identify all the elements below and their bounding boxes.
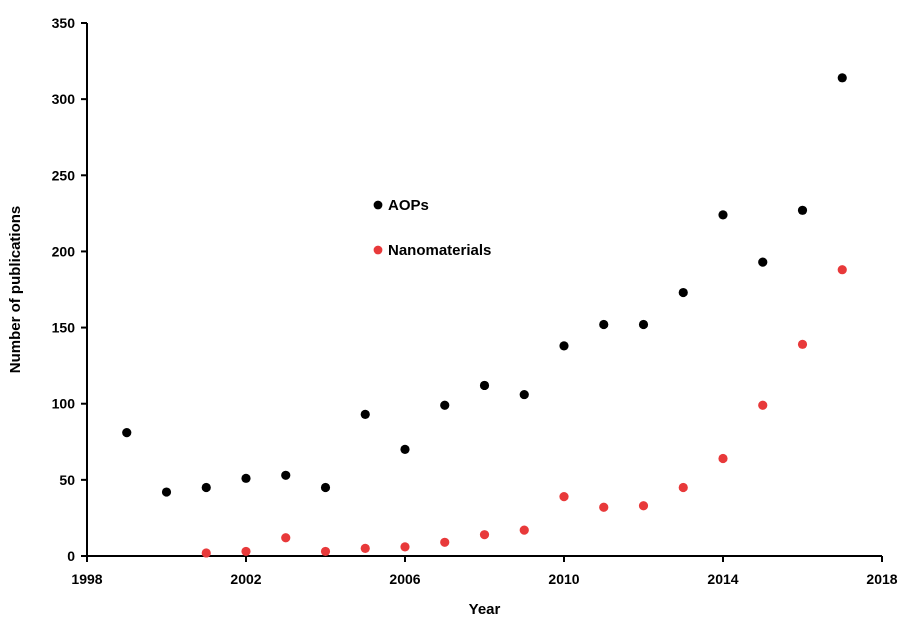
aops-point: [241, 473, 251, 483]
nanomaterials-point: [320, 546, 331, 557]
y-tick-label: 300: [52, 91, 76, 107]
x-tick-label: 2018: [866, 571, 897, 587]
nanomaterials-point: [718, 453, 728, 464]
aops-point: [797, 205, 808, 215]
x-tick-label: 2002: [230, 571, 261, 587]
nanomaterials-point: [559, 492, 569, 502]
x-tick-label: 1998: [71, 571, 102, 587]
aops-point: [320, 482, 331, 493]
nanomaterials-point: [281, 533, 291, 543]
aops-point: [837, 73, 847, 83]
aops-point: [758, 257, 768, 267]
legend-marker-aops: [373, 200, 383, 210]
x-ticks: 1998 2002 2006 2010 2014 2018: [71, 556, 898, 587]
aops-point: [519, 389, 529, 400]
x-axis-title: Year: [469, 601, 501, 618]
x-tick-label: 2010: [548, 571, 579, 587]
aops-point: [678, 287, 688, 298]
aops-point: [360, 409, 370, 419]
data-points: [122, 73, 847, 558]
aops-point: [122, 428, 132, 438]
nanomaterials-point: [599, 502, 609, 512]
aops-point: [479, 380, 490, 391]
y-tick-label: 150: [52, 320, 76, 336]
y-tick-label: 100: [52, 396, 76, 412]
y-axis-title: Number of publications: [7, 206, 24, 374]
nanomaterials-point: [241, 546, 251, 557]
legend-marker-nanomaterials: [373, 245, 383, 255]
nanomaterials-point: [440, 537, 450, 547]
y-tick-label: 0: [67, 548, 75, 564]
nanomaterials-point: [678, 482, 688, 493]
aops-point: [718, 210, 728, 220]
aops-point: [559, 341, 569, 351]
nanomaterials-point: [400, 542, 410, 552]
aops-point: [440, 400, 450, 410]
x-tick-label: 2014: [707, 571, 738, 587]
nanomaterials-point: [519, 525, 529, 535]
y-tick-label: 50: [59, 472, 75, 488]
aops-point: [400, 444, 410, 454]
legend: AOPs Nanomaterials: [373, 197, 491, 259]
y-ticks: 0 50 100 150 200 250 300 350: [52, 15, 87, 564]
nanomaterials-point: [837, 265, 847, 275]
y-tick-label: 250: [52, 167, 76, 183]
aops-point: [201, 482, 211, 493]
nanomaterials-point: [360, 543, 370, 553]
nanomaterials-point: [797, 339, 808, 349]
aops-point: [638, 319, 649, 330]
legend-label-aops: AOPs: [388, 197, 429, 214]
x-tick-label: 2006: [389, 571, 420, 587]
y-tick-label: 200: [52, 243, 76, 259]
aops-point: [281, 470, 291, 480]
nanomaterials-point: [479, 530, 490, 540]
legend-label-nanomaterials: Nanomaterials: [388, 242, 491, 259]
nanomaterials-point: [201, 548, 211, 558]
axes: [86, 23, 882, 557]
y-tick-label: 350: [52, 15, 76, 31]
nanomaterials-point: [638, 501, 649, 511]
nanomaterials-point: [758, 400, 768, 410]
aops-point: [599, 319, 609, 330]
aops-point: [161, 487, 172, 497]
